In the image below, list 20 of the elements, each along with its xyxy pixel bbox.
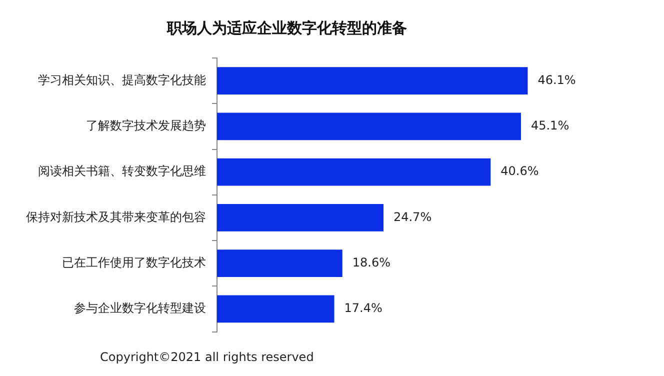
- bar: [217, 295, 334, 323]
- text: Copyright©2021 all rights reserved: [100, 350, 314, 364]
- data-label: 40.6%: [500, 164, 539, 178]
- data-label: 24.7%: [393, 210, 432, 224]
- y-tick-label: 学习相关知识、提高数字化技能: [38, 72, 206, 87]
- chart-title: 职场人为适应企业数字化转型的准备: [166, 18, 407, 37]
- bar: [217, 67, 528, 95]
- data-label: 18.6%: [352, 255, 390, 270]
- data-label: 46.1%: [538, 72, 576, 87]
- bar: [217, 158, 491, 186]
- bar: [217, 250, 342, 278]
- y-tick-label: 保持对新技术及其带来变革的包容: [26, 210, 206, 224]
- bar: [217, 204, 384, 232]
- y-tick-label: 参与企业数字化转型建设: [74, 301, 206, 316]
- y-tick-label: 已在工作使用了数字化技术: [62, 255, 206, 270]
- data-label: 45.1%: [530, 118, 570, 133]
- y-tick-label: 阅读相关书籍、转变数字化思维: [38, 164, 206, 178]
- data-label: 17.4%: [344, 301, 382, 316]
- y-tick-label: 了解数字技术发展趋势: [86, 118, 206, 133]
- bar: [217, 112, 521, 140]
